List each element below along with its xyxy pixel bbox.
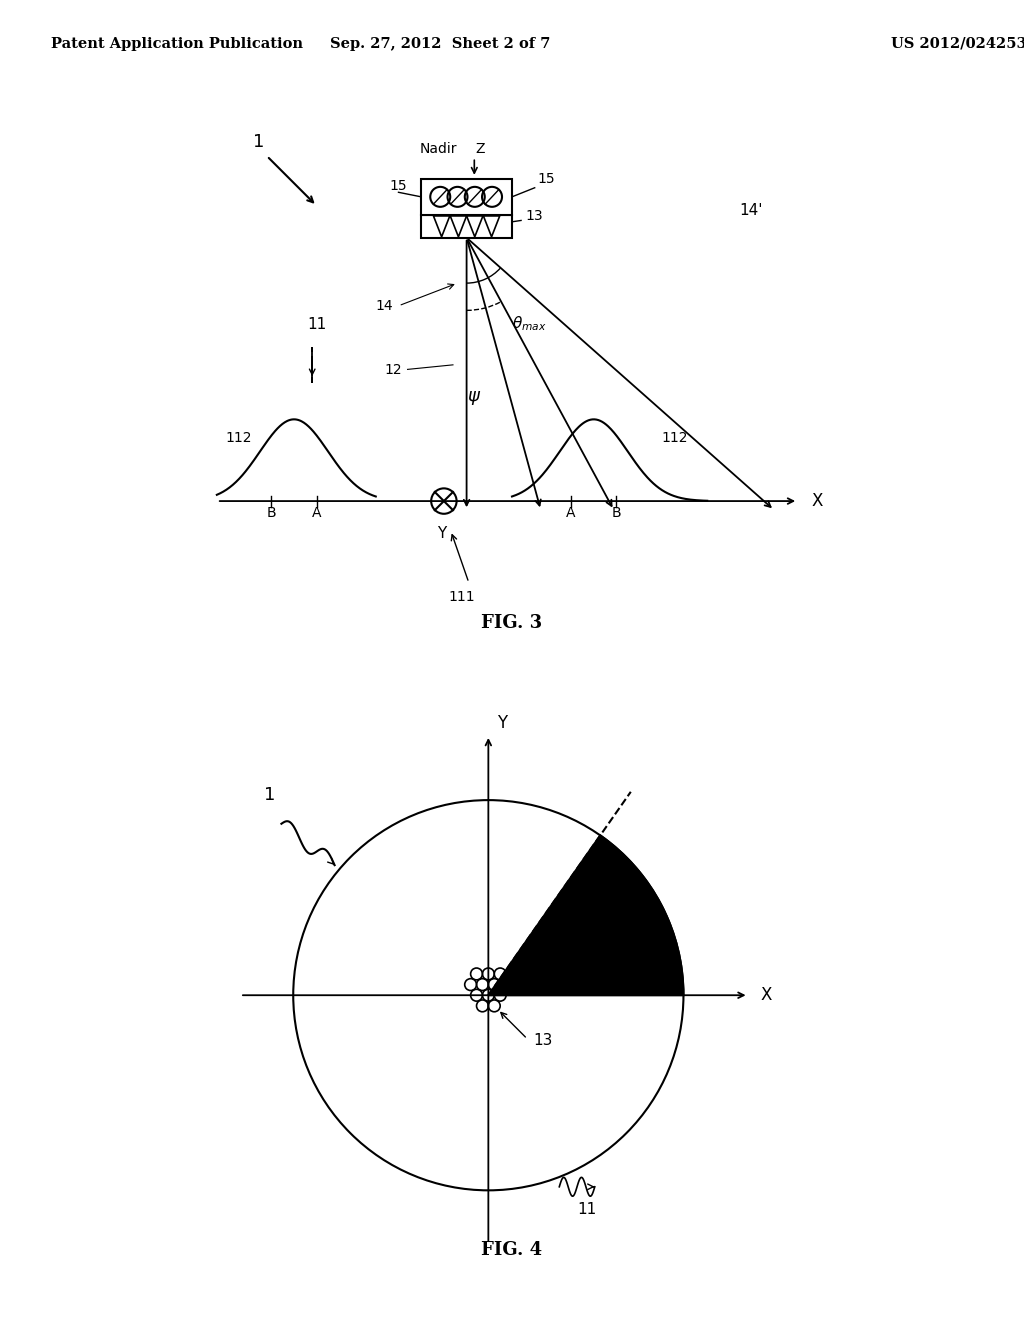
Text: FIG. 3: FIG. 3 xyxy=(481,614,543,632)
Text: US 2012/0242539 A1: US 2012/0242539 A1 xyxy=(891,37,1024,50)
Text: Nadir: Nadir xyxy=(420,143,458,156)
Text: 1: 1 xyxy=(263,787,275,804)
Text: X: X xyxy=(812,492,823,510)
Text: 13: 13 xyxy=(534,1032,553,1048)
Text: A: A xyxy=(566,506,575,520)
Text: 112: 112 xyxy=(662,432,688,445)
Text: $\theta_{max}$: $\theta_{max}$ xyxy=(512,314,547,333)
Text: 13: 13 xyxy=(525,209,544,223)
Text: 11: 11 xyxy=(578,1203,596,1217)
Text: 14': 14' xyxy=(739,203,763,218)
Text: 14: 14 xyxy=(376,300,393,313)
Text: 112: 112 xyxy=(226,432,253,445)
Text: FIG. 4: FIG. 4 xyxy=(481,1241,543,1259)
Text: 1: 1 xyxy=(253,133,264,150)
Wedge shape xyxy=(488,836,683,995)
Text: 15: 15 xyxy=(389,180,407,193)
Text: Y: Y xyxy=(437,527,446,541)
Text: $\psi$: $\psi$ xyxy=(467,389,480,407)
Text: 15: 15 xyxy=(537,172,555,186)
Text: Patent Application Publication: Patent Application Publication xyxy=(51,37,303,50)
Text: B: B xyxy=(611,506,622,520)
Text: X: X xyxy=(761,986,772,1005)
Text: Z: Z xyxy=(476,143,485,156)
Text: Y: Y xyxy=(497,714,507,733)
Text: $\varphi$: $\varphi$ xyxy=(648,919,662,936)
Text: 111: 111 xyxy=(449,590,475,605)
Text: Sep. 27, 2012  Sheet 2 of 7: Sep. 27, 2012 Sheet 2 of 7 xyxy=(330,37,551,50)
Text: B: B xyxy=(266,506,276,520)
Text: A: A xyxy=(312,506,322,520)
Bar xyxy=(421,215,512,238)
Text: 11: 11 xyxy=(307,317,327,331)
Text: 12: 12 xyxy=(385,363,402,378)
Bar xyxy=(421,178,512,215)
